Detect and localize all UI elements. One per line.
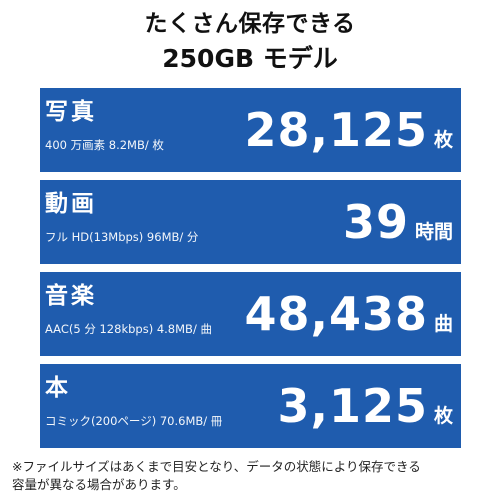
card-value-group: 28,125 枚: [244, 102, 453, 169]
card-value-group: 39 時間: [343, 194, 453, 261]
card-subtitle: AAC(5 分 128kbps) 4.8MB/ 曲: [45, 322, 212, 336]
header: たくさん保存できる 250GB モデル: [0, 0, 500, 88]
card-title: 音楽: [45, 283, 97, 309]
card-unit: 曲: [433, 313, 453, 335]
card-video: 動画 フル HD(13Mbps) 96MB/ 分 39 時間: [40, 180, 461, 264]
footnote-line: ※ファイルサイズはあくまで目安となり、データの状態により保存できる: [12, 459, 421, 474]
card-value-group: 48,438 曲: [244, 286, 453, 353]
card-photos: 写真 400 万画素 8.2MB/ 枚 28,125 枚: [40, 88, 461, 172]
card-music: 音楽 AAC(5 分 128kbps) 4.8MB/ 曲 48,438 曲: [40, 272, 461, 356]
card-title: 写真: [45, 99, 97, 125]
capacity-cards: 写真 400 万画素 8.2MB/ 枚 28,125 枚 動画 フル HD(13M…: [40, 88, 461, 448]
card-unit: 枚: [433, 129, 453, 151]
card-title: 本: [45, 375, 71, 401]
card-value: 28,125: [244, 103, 428, 157]
card-value-group: 3,125 枚: [277, 378, 453, 445]
card-title: 動画: [45, 191, 97, 217]
card-subtitle: コミック(200ページ) 70.6MB/ 冊: [45, 414, 223, 428]
card-books: 本 コミック(200ページ) 70.6MB/ 冊 3,125 枚: [40, 364, 461, 448]
card-value: 48,438: [244, 287, 428, 341]
card-subtitle: 400 万画素 8.2MB/ 枚: [45, 138, 164, 152]
card-unit: 時間: [414, 221, 453, 243]
header-tagline: たくさん保存できる: [144, 11, 356, 37]
card-unit: 枚: [433, 405, 453, 427]
card-value: 3,125: [277, 379, 428, 433]
footnote: ※ファイルサイズはあくまで目安となり、データの状態により保存できる 容量が異なる…: [12, 458, 492, 494]
footnote-line: 容量が異なる場合があります。: [12, 477, 186, 492]
card-subtitle: フル HD(13Mbps) 96MB/ 分: [45, 230, 199, 244]
header-model-title: 250GB モデル: [162, 44, 338, 73]
card-value: 39: [342, 195, 409, 249]
